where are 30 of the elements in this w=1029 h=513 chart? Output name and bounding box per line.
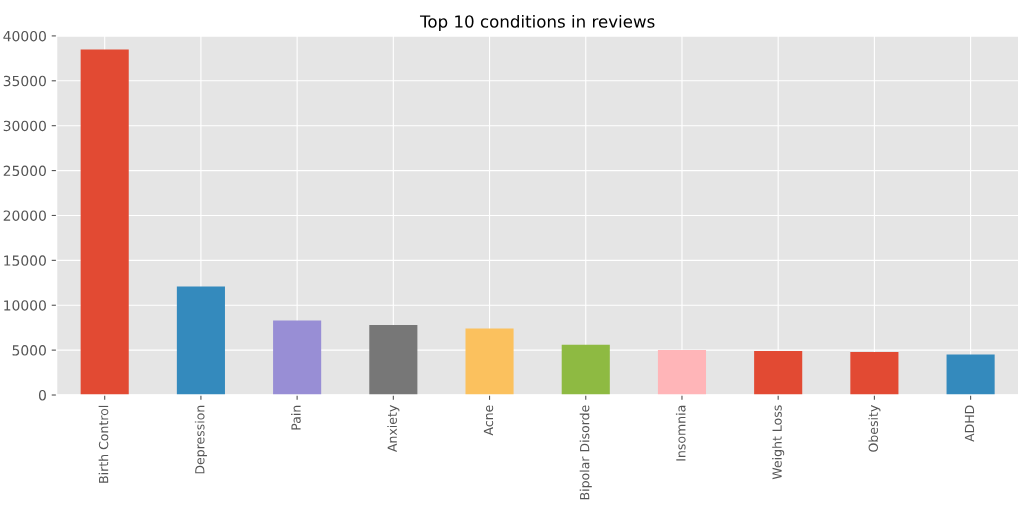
bar	[561, 344, 610, 396]
bar	[176, 286, 225, 396]
bar	[946, 354, 995, 396]
x-tick-label: Bipolar Disorde	[579, 405, 592, 500]
bar	[80, 49, 129, 396]
x-tick-label: Anxiety	[387, 405, 400, 452]
x-tick-label: Depression	[194, 405, 207, 474]
x-tick-label: Birth Control	[98, 405, 109, 483]
y-tick-label: 10000	[4, 300, 46, 311]
y-tick-label: 20000	[3, 210, 46, 221]
bar	[850, 351, 899, 396]
bar	[273, 320, 322, 396]
x-tick-label: ADHD	[964, 405, 975, 442]
bar	[369, 324, 418, 396]
x-tick-label: Weight Loss	[772, 405, 785, 480]
x-tick-label: Obesity	[868, 405, 881, 452]
y-tick-label: 30000	[3, 120, 46, 132]
y-tick-label: 40000	[3, 30, 46, 42]
x-tick-label: Acne	[483, 405, 494, 436]
x-tick-label: Insomnia	[675, 405, 686, 461]
chart-title: Top 10 conditions in reviews	[419, 14, 655, 32]
y-tick-label: 5000	[12, 345, 46, 356]
bar	[657, 350, 707, 396]
x-tick-label: Pain	[291, 405, 301, 430]
y-tick-label: 35000	[3, 75, 46, 87]
bar	[465, 328, 514, 396]
y-tick-label: 25000	[3, 165, 46, 177]
bar	[754, 351, 803, 396]
y-tick-label: 15000	[4, 255, 46, 266]
y-tick-label: 0	[38, 389, 46, 401]
